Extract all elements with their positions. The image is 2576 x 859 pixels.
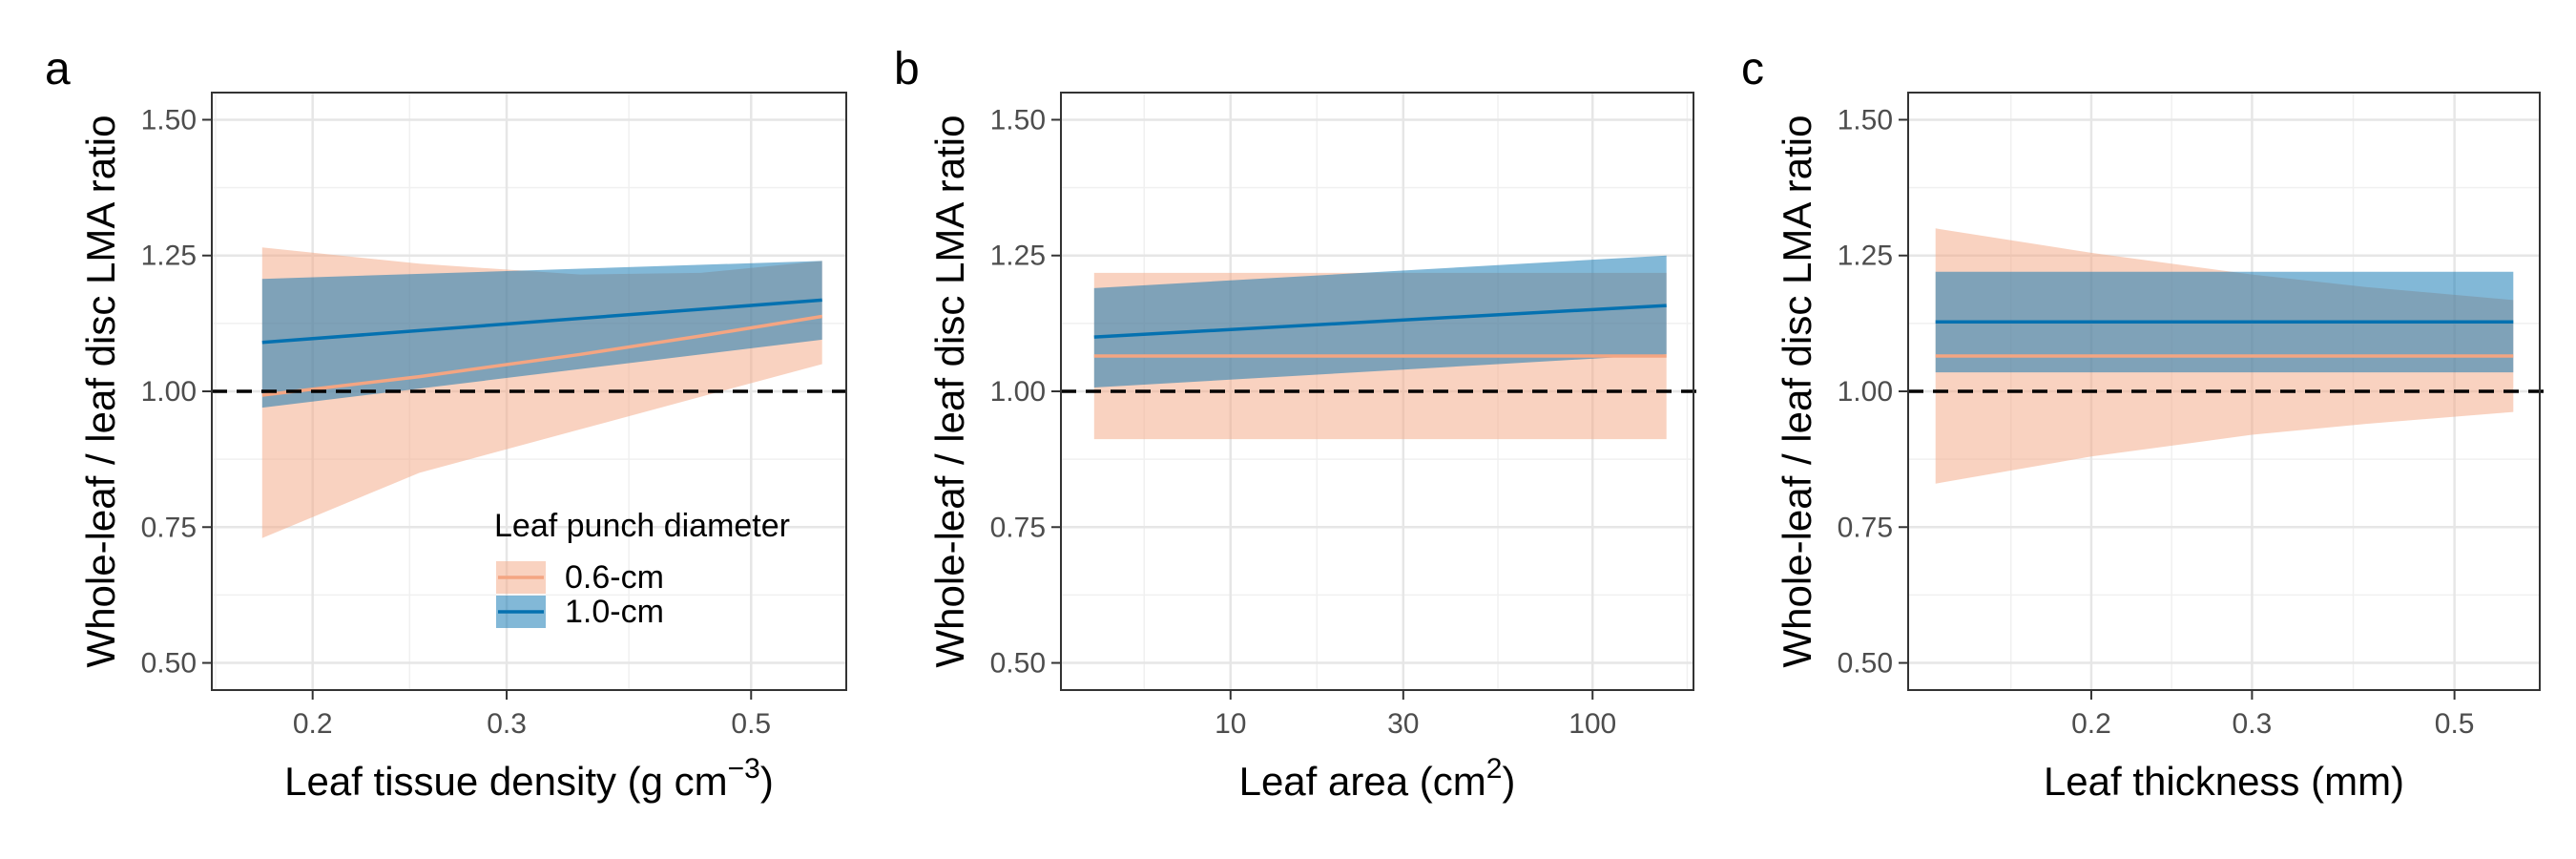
- y-tick-label: 0.75: [141, 512, 197, 543]
- y-tick-label: 0.75: [1838, 512, 1893, 543]
- series-layer: [1935, 228, 2514, 484]
- y-tick-label: 1.50: [1838, 104, 1893, 136]
- legend-title: Leaf punch diameter: [494, 508, 790, 544]
- legend-label: 1.0-cm: [565, 594, 664, 630]
- line-1.0-cm: [1093, 304, 1667, 339]
- y-tick-label: 1.00: [1838, 376, 1893, 408]
- panel-a: 0.2 0.3 0.5 0.50 0.75 1.00 1.25 1.50 Leaf tissue…: [45, 44, 850, 804]
- panel-b: 10 30 100 0.50 0.75 1.00 1.25 1.50 Leaf area (cm…: [894, 44, 1697, 804]
- series-layer: [1093, 255, 1667, 440]
- y-tick-label: 1.25: [1838, 241, 1893, 272]
- x-axis-title: Leaf area (cm2): [1239, 753, 1516, 804]
- x-axis-title-end: ): [760, 759, 774, 804]
- x-tick-label: 10: [1215, 708, 1246, 740]
- y-axis-title: Whole-leaf / leaf disc LMA ratio: [927, 115, 972, 668]
- legend-label: 0.6-cm: [565, 559, 664, 596]
- line-0.6-cm: [261, 314, 822, 397]
- x-axis-title-superscript: 2: [1486, 753, 1503, 785]
- y-axis-title: Whole-leaf / leaf disc LMA ratio: [78, 115, 123, 668]
- x-axis-title-main: Leaf thickness (mm): [2044, 759, 2404, 804]
- y-tick-label: 1.00: [141, 376, 197, 408]
- x-axis-title: Leaf thickness (mm): [2044, 759, 2404, 804]
- x-tick-label: 0.3: [2233, 708, 2273, 740]
- panel-label: b: [894, 44, 920, 94]
- panel-label: a: [45, 44, 71, 94]
- x-tick-label: 0.5: [2435, 708, 2475, 740]
- x-tick-label: 0.3: [487, 708, 527, 740]
- x-axis-title-main: Leaf tissue density (g cm: [284, 759, 728, 804]
- y-tick-label: 1.50: [990, 104, 1046, 136]
- x-axis-title: Leaf tissue density (g cm−3): [284, 753, 774, 804]
- x-axis-title-end: ): [1502, 759, 1515, 804]
- x-axis-title-main: Leaf area (cm: [1239, 759, 1486, 804]
- x-tick-label: 100: [1568, 708, 1616, 740]
- ribbon-1.0-cm: [261, 261, 822, 409]
- x-tick-label: 30: [1387, 708, 1419, 740]
- grid: [212, 93, 846, 690]
- x-tick-label: 0.2: [2071, 708, 2111, 740]
- y-tick-label: 0.75: [990, 512, 1046, 543]
- y-tick-label: 1.25: [141, 241, 197, 272]
- legend: Leaf punch diameter 0.6-cm1.0-cm: [494, 508, 790, 630]
- y-tick-label: 1.50: [141, 104, 197, 136]
- y-axis-title: Whole-leaf / leaf disc LMA ratio: [1775, 115, 1819, 668]
- y-tick-label: 0.50: [1838, 648, 1893, 680]
- x-tick-label: 0.5: [731, 708, 771, 740]
- line-1.0-cm: [261, 298, 822, 345]
- x-tick-label: 0.2: [293, 708, 333, 740]
- x-axis-title-superscript: −3: [728, 753, 760, 785]
- y-tick-label: 1.25: [990, 241, 1046, 272]
- y-tick-label: 0.50: [141, 648, 197, 680]
- panel-c: 0.2 0.3 0.5 0.50 0.75 1.00 1.25 1.50 Leaf thickn…: [1741, 44, 2544, 804]
- panel-label: c: [1741, 44, 1764, 94]
- y-tick-label: 0.50: [990, 648, 1046, 680]
- y-tick-label: 1.00: [990, 376, 1046, 408]
